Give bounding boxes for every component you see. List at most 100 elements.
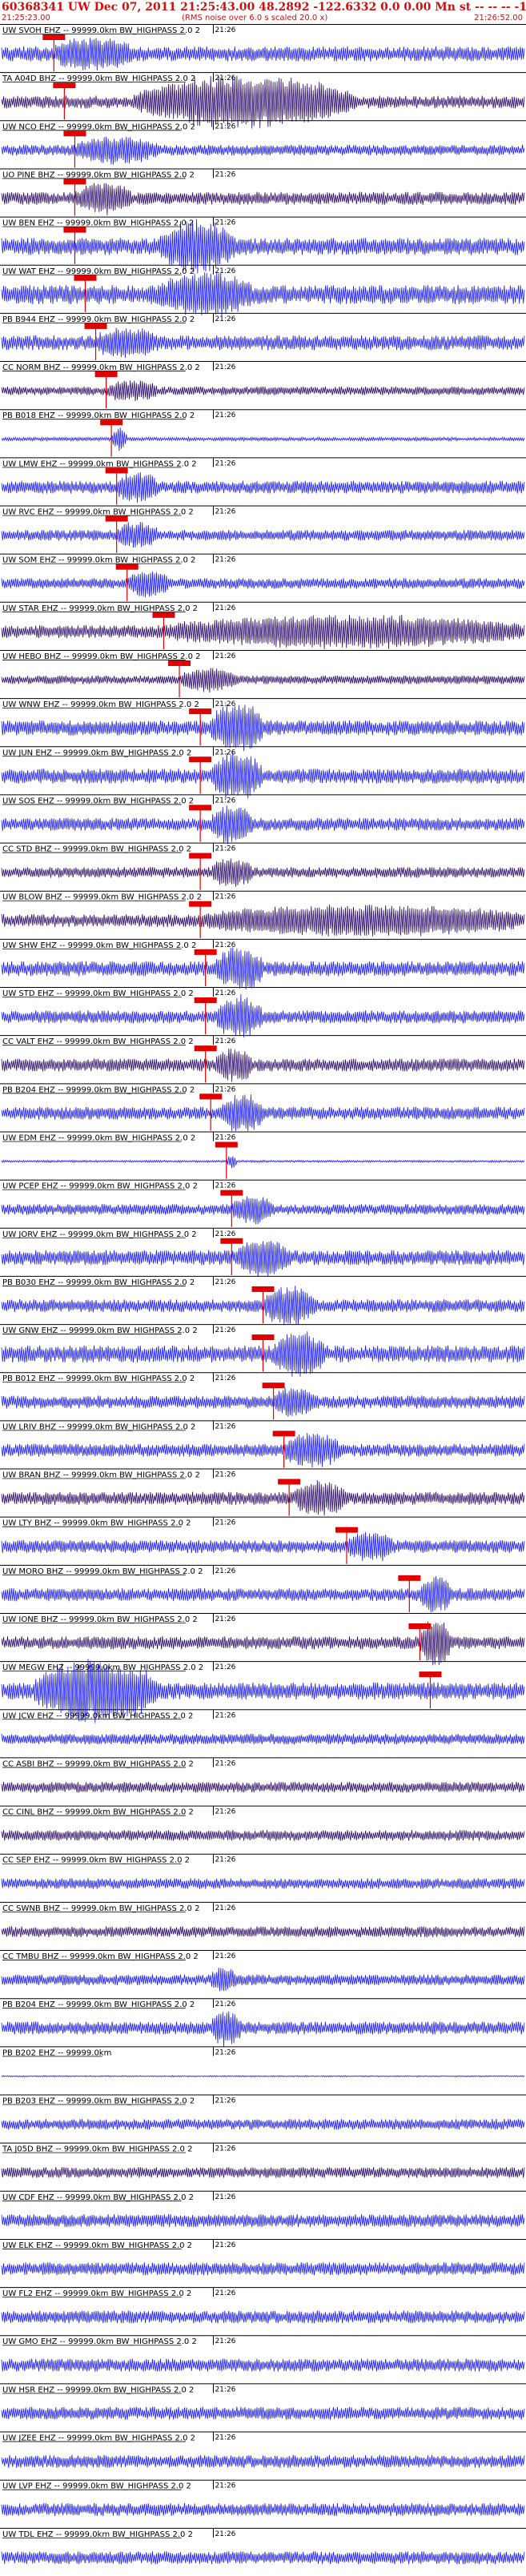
station-label: UW LMW EHZ -- 99999.0km BW_HIGHPASS 2.0 … — [2, 459, 197, 468]
waveform-line — [1, 1781, 525, 1793]
station-label: TA J05D BHZ -- 99999.0km BW_HIGHPASS 2.0… — [2, 2145, 192, 2154]
waveform-line — [1, 1621, 525, 1666]
trace-row: 21:26 UW LTY BHZ -- 99999.0km BW_HIGHPASS… — [0, 1516, 526, 1564]
station-label: UW TDL EHZ -- 99999.0km BW_HIGHPASS 2.0 … — [2, 2530, 193, 2539]
trace-row: 21:26 UW FL2 EHZ -- 99999.0km BW_HIGHPASS… — [0, 2287, 526, 2324]
station-label: UW IONE BHZ -- 99999.0km BW_HIGHPASS 2.0… — [2, 1615, 198, 1624]
waveform-line — [1, 1387, 525, 1417]
waveform-line — [1, 2118, 525, 2130]
waveform-line — [1, 380, 525, 402]
time-tick-label: 21:26 — [215, 556, 235, 564]
trace-row: 21:26 UW MEGW EHZ -- 99999.0km BW_HIGHPAS… — [0, 1659, 526, 1723]
end-time: 21:26:52.00 — [474, 14, 523, 22]
trace-row: 21:26 PB B018 EHZ -- 99999.0km BW_HIGHPAS… — [0, 409, 526, 457]
station-label: UW SHW EHZ -- 99999.0km BW_HIGHPASS 2.0 … — [2, 941, 196, 950]
time-tick-label: 21:26 — [215, 1567, 235, 1575]
time-tick-label: 21:26 — [215, 26, 235, 34]
time-tick-label: 21:26 — [215, 1663, 235, 1671]
station-label: UW WNW EHZ -- 99999.0km BW_HIGHPASS 2.0 … — [2, 700, 199, 709]
event-title: 60368341 UW Dec 07, 2011 21:25:43.00 48.… — [2, 1, 526, 14]
station-label: PB B202 EHZ -- 99999.0km — [2, 2048, 111, 2057]
station-label: UW STAR EHZ -- 99999.0km BW_HIGHPASS 2.0… — [2, 604, 198, 613]
time-tick-label: 21:26 — [215, 2289, 235, 2297]
time-tick-label: 21:26 — [215, 1422, 235, 1430]
waveform-line — [1, 1479, 525, 1516]
time-tick-label: 21:26 — [215, 1134, 235, 1142]
waveform-line — [1, 471, 525, 504]
waveform-line — [1, 1156, 525, 1169]
station-label: UW PCEP EHZ -- 99999.0km BW_HIGHPASS 2.0… — [2, 1182, 198, 1191]
station-label: PB B203 EHZ -- 99999.0km BW_HIGHPASS 2.0… — [2, 2097, 195, 2105]
time-tick-label: 21:26 — [215, 122, 235, 130]
time-tick-label: 21:26 — [215, 171, 235, 179]
waveform-line — [1, 993, 525, 1038]
station-label: UW LVP EHZ -- 99999.0km BW_HIGHPASS 2.0 … — [2, 2482, 191, 2491]
station-label: CC TMBU BHZ -- 99999.0km BW_HIGHPASS 2.0… — [2, 1952, 199, 1961]
time-tick-label: 21:26 — [215, 1037, 235, 1045]
time-tick-label: 21:26 — [215, 1374, 235, 1382]
time-tick-label: 21:26 — [215, 315, 235, 323]
trace-row: 21:26 CC STD BHZ -- 99999.0km BW_HIGHPASS… — [0, 842, 526, 890]
trace-row: 21:26 UW SOS EHZ -- 99999.0km BW_HIGHPASS… — [0, 794, 526, 845]
trace-row: 21:26 UW JORV EHZ -- 99999.0km BW_HIGHPAS… — [0, 1227, 526, 1278]
time-tick-label: 21:26 — [215, 652, 235, 660]
trace-row: 21:26 UW LVP EHZ -- 99999.0km BW_HIGHPASS… — [0, 2479, 526, 2517]
trace-row: 21:26 CC ASBI BHZ -- 99999.0km BW_HIGHPAS… — [0, 1757, 526, 1793]
trace-row: 21:26 UW STD EHZ -- 99999.0km BW_HIGHPASS… — [0, 987, 526, 1038]
station-label: UW LTY BHZ -- 99999.0km BW_HIGHPASS 2.0 … — [2, 1519, 191, 1528]
station-label: UW ELK EHZ -- 99999.0km BW_HIGHPASS 2.0 … — [2, 2241, 192, 2250]
time-tick-label: 21:26 — [215, 2482, 235, 2490]
time-tick-label: 21:26 — [215, 74, 235, 82]
trace-row: 21:26 UW EDM EHZ -- 99999.0km BW_HIGHPASS… — [0, 1131, 526, 1179]
station-label: UW EDM EHZ -- 99999.0km BW_HIGHPASS 2.0 … — [2, 1134, 195, 1142]
time-tick-label: 21:26 — [215, 893, 235, 901]
time-tick-label: 21:26 — [215, 267, 235, 275]
station-label: TA A04D BHZ -- 99999.0km BW_HIGHPASS 2.0… — [2, 74, 195, 83]
station-label: UW MORO BHZ -- 99999.0km BW_HIGHPASS 2.0… — [2, 1567, 203, 1576]
seismogram-chart: 21:26 UW SVOH EHZ -- 99999.0km BW_HIGHPAS… — [0, 24, 526, 2565]
waveform-line — [1, 2406, 525, 2420]
station-label: PB B012 EHZ -- 99999.0km BW_HIGHPASS 2.0… — [2, 1374, 195, 1383]
time-tick-label: 21:26 — [215, 1759, 235, 1767]
waveform-line — [1, 219, 525, 274]
trace-row: 21:26 PB B202 EHZ -- 99999.0km — [0, 2046, 526, 2078]
time-tick-label: 21:26 — [215, 1471, 235, 1479]
trace-row: 21:26 UW MORO BHZ -- 99999.0km BW_HIGHPAS… — [0, 1564, 526, 1613]
station-label: UW WAT EHZ -- 99999.0km BW_HIGHPASS 2.0 … — [2, 267, 195, 276]
time-tick-label: 21:26 — [215, 2530, 235, 2538]
station-label: UW GNW EHZ -- 99999.0km BW_HIGHPASS 2.0 … — [2, 1326, 198, 1335]
waveform-line — [1, 2075, 525, 2078]
waveform-line — [1, 2551, 525, 2565]
trace-row: 21:26 UW IONE BHZ -- 99999.0km BW_HIGHPAS… — [0, 1612, 526, 1666]
time-tick-label: 21:26 — [215, 2145, 235, 2153]
waveform-line — [1, 1733, 525, 1745]
waveform-line — [1, 614, 525, 649]
waveform-line — [1, 183, 525, 215]
waveform-line — [1, 2213, 525, 2228]
station-label: UW CDF EHZ -- 99999.0km BW_HIGHPASS 2.0 … — [2, 2193, 194, 2202]
trace-row: 21:26 UW STAR EHZ -- 99999.0km BW_HIGHPAS… — [0, 601, 526, 649]
waveform-line — [1, 947, 525, 990]
trace-row: 21:26 UW GMO EHZ -- 99999.0km BW_HIGHPASS… — [0, 2335, 526, 2372]
waveform-line — [1, 75, 525, 129]
time-tick-label: 21:26 — [215, 1182, 235, 1190]
waveform-line — [1, 272, 525, 316]
station-label: UW HEBO BHZ -- 99999.0km BW_HIGHPASS 2.0… — [2, 652, 201, 661]
trace-row: 21:26 UW BRAN BHZ -- 99999.0km BW_HIGHPAS… — [0, 1468, 526, 1516]
time-tick-label: 21:26 — [215, 2241, 235, 2249]
trace-row: 21:26 PB B012 EHZ -- 99999.0km BW_HIGHPAS… — [0, 1372, 526, 1420]
waveform-line — [1, 1241, 525, 1278]
waveform-line — [1, 1196, 525, 1225]
time-tick-label: 21:26 — [215, 845, 235, 853]
trace-row: 21:26 UW PCEP EHZ -- 99999.0km BW_HIGHPAS… — [0, 1179, 526, 1227]
time-tick-label: 21:26 — [215, 363, 235, 371]
waveform-line — [1, 2502, 525, 2517]
waveform-line — [1, 668, 525, 693]
station-label: UW STD EHZ -- 99999.0km BW_HIGHPASS 2.0 … — [2, 989, 194, 998]
time-tick-label: 21:26 — [215, 2097, 235, 2105]
time-tick-label: 21:26 — [215, 1278, 235, 1286]
start-time: 21:25:23.00 — [2, 14, 50, 22]
waveform-line — [1, 1926, 525, 1937]
station-label: UW JCW EHZ -- 99999.0km BW_HIGHPASS 2.0 … — [2, 1711, 193, 1720]
waveform-line — [1, 752, 525, 799]
